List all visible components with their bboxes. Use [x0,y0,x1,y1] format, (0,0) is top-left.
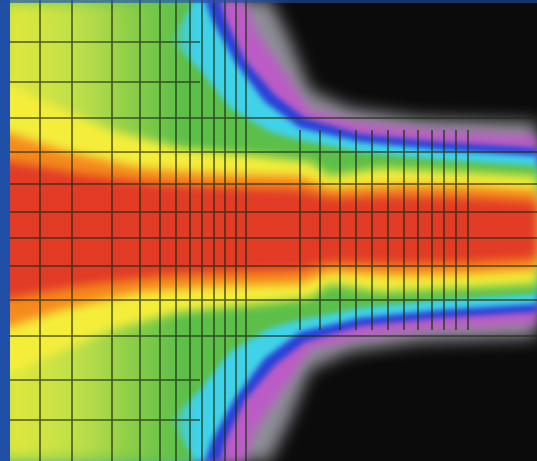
frame-left-edge [0,0,10,461]
core-red [0,160,537,300]
frame-top-edge [0,0,537,3]
mesh-grid [10,0,537,461]
